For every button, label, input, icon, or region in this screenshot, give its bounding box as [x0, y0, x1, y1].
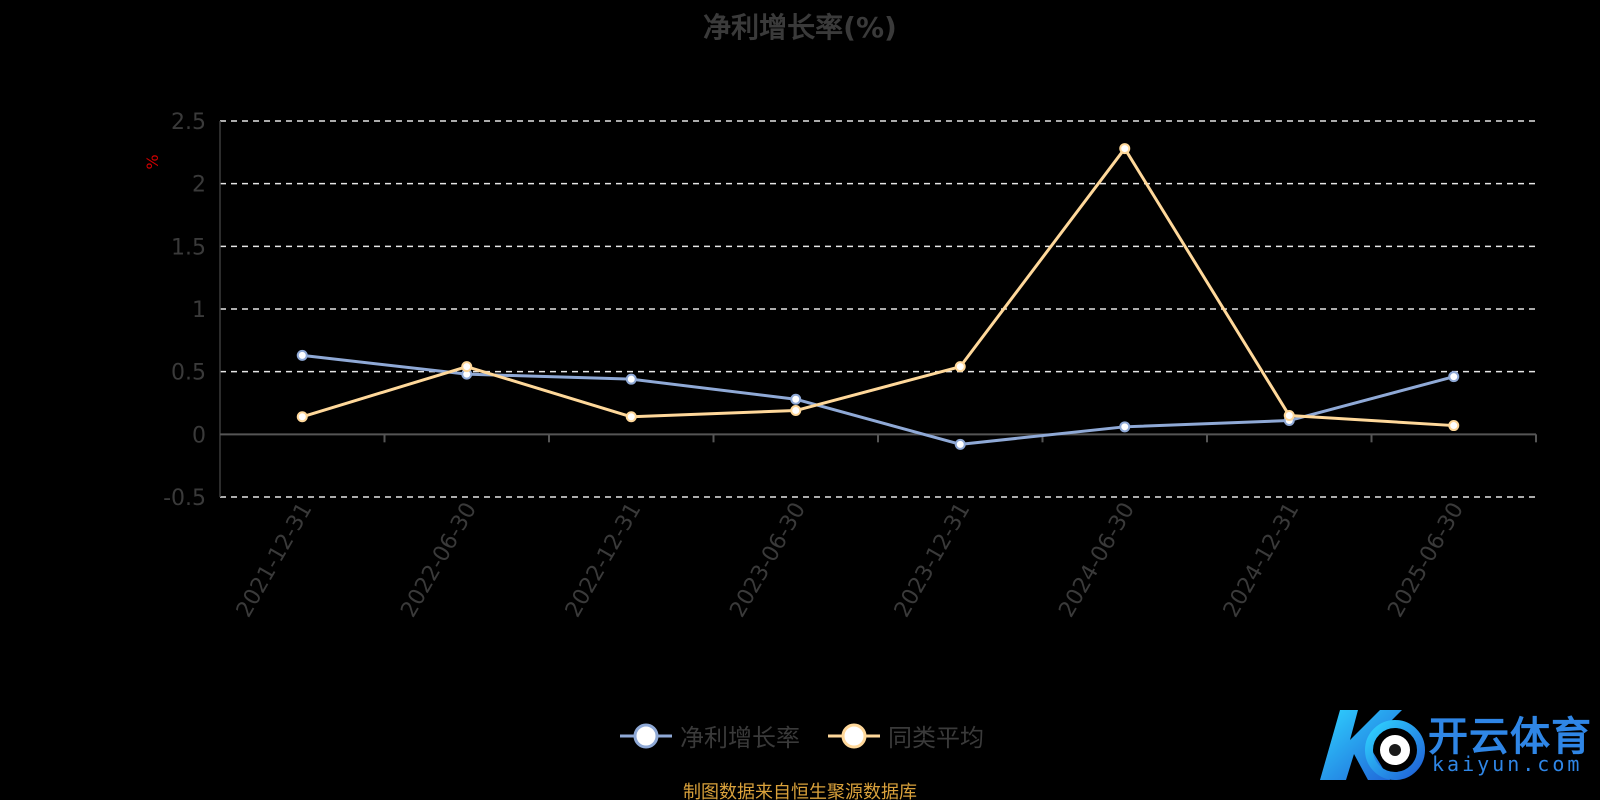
data-point-series-2	[954, 361, 966, 373]
y-tick-label: -0.5	[163, 486, 206, 511]
data-point-series-2	[1119, 143, 1131, 155]
series-line-2	[301, 147, 1454, 428]
axes	[219, 121, 1537, 497]
y-axis-label: %	[143, 154, 162, 169]
x-tick-label: 2023-06-30	[725, 499, 811, 622]
x-tick-label: 2025-06-30	[1383, 499, 1469, 622]
data-point-series-2	[461, 361, 473, 373]
data-point-series-2	[790, 405, 802, 417]
data-point-series-1	[1119, 421, 1131, 433]
chart-title: 净利增长率(%)	[703, 11, 897, 44]
legend-label-series-2: 同类平均	[888, 724, 984, 752]
y-tick-label: 1.5	[171, 235, 206, 260]
data-point-series-2	[1283, 410, 1295, 422]
data-point-series-1	[625, 373, 637, 385]
x-tick-label: 2024-06-30	[1054, 499, 1140, 622]
data-point-series-2	[296, 411, 308, 423]
y-tick-label: 2.5	[171, 110, 206, 135]
data-point-series-1	[296, 349, 308, 361]
data-point-series-2	[1448, 420, 1460, 432]
y-tick-labels: 2.5 2 1.5 1 0.5 0 -0.5	[163, 110, 206, 511]
x-tick-label: 2022-06-30	[396, 499, 482, 622]
kaiyun-logo-icon	[1320, 710, 1425, 780]
chart-legend: 净利增长率 同类平均	[620, 718, 984, 753]
data-point-series-1	[790, 393, 802, 405]
x-tick-label: 2021-12-31	[232, 499, 318, 622]
data-point-series-1	[1448, 371, 1460, 383]
x-tick-label: 2023-12-31	[890, 499, 976, 622]
legend-swatch-series-1	[620, 723, 672, 748]
y-tick-label: 2	[192, 173, 206, 198]
y-tick-label: 0.5	[171, 361, 206, 386]
watermark-subtext: kaiyun.com	[1432, 752, 1583, 776]
legend-swatch-series-2	[828, 723, 880, 748]
legend-item-series-2[interactable]: 同类平均	[828, 718, 984, 753]
source-note: 制图数据来自恒生聚源数据库	[683, 782, 917, 800]
data-point-series-1	[954, 438, 966, 450]
x-tick-labels: 2021-12-31 2022-06-30 2022-12-31 2023-06-30…	[232, 499, 1469, 622]
watermark-text: 开云体育	[1428, 714, 1592, 760]
x-tick-label: 2022-12-31	[561, 499, 647, 622]
legend-label-series-1: 净利增长率	[680, 724, 800, 752]
y-tick-label: 0	[192, 423, 206, 448]
series-points	[296, 143, 1460, 450]
x-tick-label: 2024-12-31	[1219, 499, 1305, 622]
y-tick-label: 1	[192, 298, 206, 323]
legend-item-series-1[interactable]: 净利增长率	[620, 718, 800, 753]
data-point-series-2	[625, 411, 637, 423]
series-lines	[301, 147, 1455, 446]
